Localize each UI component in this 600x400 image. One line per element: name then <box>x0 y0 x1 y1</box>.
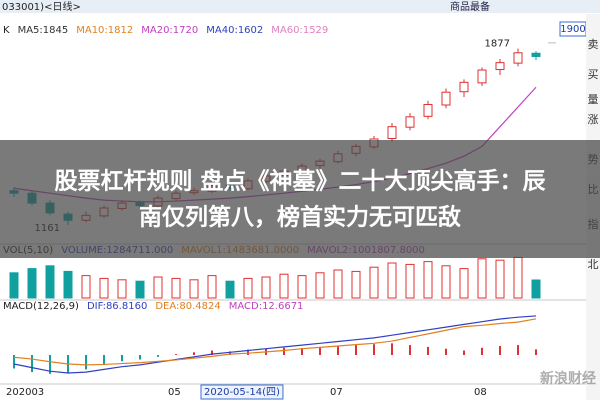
header-bar <box>0 0 600 13</box>
candle-body <box>531 52 541 57</box>
candle-body <box>387 126 397 140</box>
candle-body <box>405 116 415 128</box>
candle-body <box>423 104 433 117</box>
volume-bar <box>135 280 145 299</box>
header-left: 033001)<日线> <box>2 0 81 13</box>
legend-entry: DEA:80.4824 <box>155 301 220 312</box>
sidebar-button: 卖 <box>588 38 599 51</box>
sidebar-button: 量 <box>588 93 599 106</box>
volume-bar <box>153 276 163 299</box>
volume-bar <box>99 277 109 299</box>
volume-bar <box>333 269 343 299</box>
volume-bar <box>351 270 361 299</box>
y-tick-label: 1900 <box>560 24 585 35</box>
dif-line <box>13 315 537 374</box>
candle-body <box>477 69 487 84</box>
volume-bar <box>405 263 415 299</box>
high-label: 1877 <box>485 39 510 50</box>
legend-entry: MA60:1529 <box>271 25 328 36</box>
headline: 南仅列第八，榜首实力无可匹敌 <box>139 204 461 231</box>
legend-entry: MA20:1720 <box>141 25 198 36</box>
volume-bar <box>63 270 73 299</box>
volume-bar <box>171 277 181 299</box>
sidebar-button: 北 <box>588 258 599 271</box>
legend-entry: K <box>3 25 10 36</box>
volume-bar <box>207 275 217 299</box>
volume-bar <box>279 273 289 299</box>
volume-bar <box>369 266 379 299</box>
volume-bar <box>495 259 505 299</box>
legend-entry: MA10:1812 <box>76 25 133 36</box>
volume-bar <box>9 272 19 299</box>
x-tick-label: 202003 <box>6 387 44 398</box>
volume-bar <box>387 262 397 299</box>
sidebar-button: 涨 <box>588 113 599 126</box>
sidebar-button: 买 <box>588 68 599 81</box>
candle-body <box>459 81 469 93</box>
watermark: 新浪财经 <box>540 370 596 387</box>
candle-body <box>495 62 505 71</box>
volume-bar <box>45 265 55 299</box>
x-tick-label: 07 <box>330 387 343 398</box>
headline: 股票杠杆规则 盘点《神墓》二十大顶尖高手：辰 <box>54 168 545 195</box>
volume-bar <box>477 258 487 299</box>
legend-entry: MACD(12,26,9) <box>3 301 79 312</box>
volume-bar <box>441 265 451 299</box>
volume-bar <box>117 279 127 299</box>
volume-bar <box>261 276 271 299</box>
legend-entry: MACD:12.6671 <box>229 301 304 312</box>
volume-bar <box>297 275 307 299</box>
volume-bar <box>189 279 199 299</box>
volume-bar <box>423 261 433 299</box>
legend-entry: MA5:1845 <box>18 25 69 36</box>
volume-bar <box>513 256 523 299</box>
volume-bar <box>531 279 541 299</box>
dea-line <box>13 318 537 366</box>
x-tick-label: 2020-05-14(四) <box>204 387 280 398</box>
volume-bar <box>81 275 91 299</box>
x-tick-label: 08 <box>474 387 487 398</box>
volume-bar <box>243 277 253 299</box>
legend-entry: MA40:1602 <box>206 25 263 36</box>
headline-overlay <box>0 140 600 258</box>
volume-bar <box>315 272 325 299</box>
candle-body <box>513 52 523 64</box>
legend-entry: DIF:86.8160 <box>87 301 147 312</box>
volume-bar <box>225 280 235 299</box>
volume-bar <box>27 268 37 299</box>
date-highlight <box>200 384 284 400</box>
candle-body <box>441 91 451 106</box>
header-right[interactable]: 商品最备 <box>450 0 490 13</box>
x-tick-label: 05 <box>168 387 181 398</box>
volume-bar <box>459 268 469 299</box>
